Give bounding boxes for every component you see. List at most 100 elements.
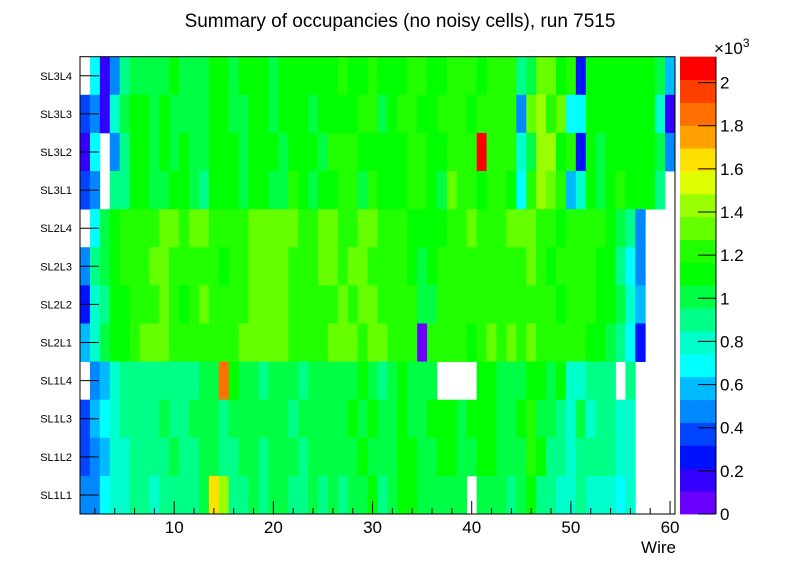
heatmap-cell: [119, 247, 130, 286]
plot-frame: [79, 56, 676, 515]
heatmap-cell: [625, 209, 636, 248]
heatmap-cell: [228, 132, 240, 172]
heatmap-cell: [337, 361, 349, 401]
heatmap-cell: [615, 437, 626, 477]
heatmap-cell: [347, 209, 359, 248]
heatmap-cell: [189, 94, 200, 134]
heatmap-cell: [516, 94, 527, 134]
heatmap-cell: [367, 399, 378, 439]
color-scale-label: 0.4: [720, 419, 744, 438]
heatmap-cell: [228, 209, 240, 248]
color-scale-band: [680, 491, 716, 515]
heatmap-cell: [278, 94, 289, 134]
heatmap-cell: [417, 247, 428, 286]
heatmap-cell: [466, 132, 478, 172]
heatmap-cell: [159, 171, 170, 210]
heatmap-cell: [199, 56, 210, 96]
heatmap-cell: [615, 132, 626, 172]
heatmap-cell: [486, 94, 497, 134]
heatmap-cell: [218, 437, 230, 477]
heatmap-cell: [506, 323, 517, 362]
heatmap-cell: [129, 475, 140, 515]
heatmap-cell: [397, 437, 408, 477]
heatmap-cell: [466, 247, 478, 286]
heatmap-cell: [486, 323, 497, 362]
heatmap-cell: [199, 437, 210, 477]
heatmap-cell: [357, 475, 368, 515]
heatmap-cell: [516, 285, 527, 324]
heatmap-cell: [486, 132, 497, 172]
heatmap-cell: [327, 56, 339, 96]
heatmap-cell: [119, 285, 130, 324]
heatmap-cell: [327, 361, 339, 401]
heatmap-cell: [615, 323, 626, 362]
heatmap-cell: [417, 437, 428, 477]
heatmap-cell: [318, 323, 329, 362]
heatmap-cell: [238, 475, 249, 515]
heatmap-cell: [546, 399, 557, 439]
heatmap-cell: [427, 247, 438, 286]
heatmap-cell: [556, 56, 567, 96]
heatmap-cell: [427, 132, 438, 172]
heatmap-cell: [347, 132, 359, 172]
y-tick-label: SL2L4: [40, 223, 72, 235]
heatmap-cell: [496, 209, 507, 248]
heatmap-cell: [347, 437, 359, 477]
heatmap-cell: [179, 437, 190, 477]
heatmap-cell: [119, 361, 130, 401]
heatmap-cell: [605, 132, 616, 172]
heatmap-cell: [397, 285, 408, 324]
heatmap-cell: [476, 132, 487, 172]
heatmap-cell: [407, 475, 418, 515]
heatmap-cell: [635, 132, 646, 172]
heatmap-cell: [367, 361, 378, 401]
heatmap-cell: [377, 56, 388, 96]
heatmap-cell: [149, 475, 160, 515]
heatmap-cell: [595, 323, 606, 362]
heatmap-cell: [456, 132, 468, 172]
x-tick-label: 40: [462, 518, 481, 537]
heatmap-cell: [565, 437, 577, 477]
heatmap-cell: [308, 247, 319, 286]
heatmap-cell: [536, 209, 547, 248]
heatmap-cell: [129, 323, 140, 362]
heatmap-cell: [625, 437, 636, 477]
heatmap-cell: [318, 399, 329, 439]
heatmap-cell: [556, 285, 567, 324]
heatmap-cell: [546, 285, 557, 324]
heatmap-cell: [248, 209, 259, 248]
y-tick-label: SL1L4: [40, 376, 72, 388]
heatmap-cell: [298, 285, 309, 324]
heatmap-cell: [208, 323, 220, 362]
heatmap-cell: [179, 171, 190, 210]
heatmap-cell: [377, 94, 388, 134]
heatmap-cell: [199, 475, 210, 515]
heatmap-cell: [367, 475, 378, 515]
heatmap-cell: [456, 247, 468, 286]
heatmap-cell: [456, 94, 468, 134]
y-tick-label: SL2L3: [40, 261, 72, 273]
heatmap-cell: [575, 285, 587, 324]
heatmap-cell: [565, 285, 577, 324]
heatmap-cell: [456, 285, 468, 324]
heatmap-cell: [526, 132, 537, 172]
heatmap-cell: [446, 247, 458, 286]
heatmap-cell: [347, 475, 359, 515]
heatmap-cell: [228, 399, 240, 439]
heatmap-cell: [476, 247, 487, 286]
heatmap-cell: [486, 171, 497, 210]
heatmap-cell: [476, 285, 487, 324]
heatmap-cell: [516, 247, 527, 286]
heatmap-cell: [318, 475, 329, 515]
heatmap-cell: [437, 323, 448, 362]
heatmap-cell: [327, 94, 339, 134]
heatmap-cell: [357, 209, 368, 248]
color-scale-band: [680, 239, 716, 263]
heatmap-cell: [218, 132, 230, 172]
x-tick-label: 20: [264, 518, 283, 537]
heatmap-cell: [437, 247, 448, 286]
heatmap-cell: [298, 171, 309, 210]
heatmap-cell: [337, 132, 349, 172]
heatmap-cell: [546, 56, 557, 96]
heatmap-cell: [476, 323, 487, 362]
